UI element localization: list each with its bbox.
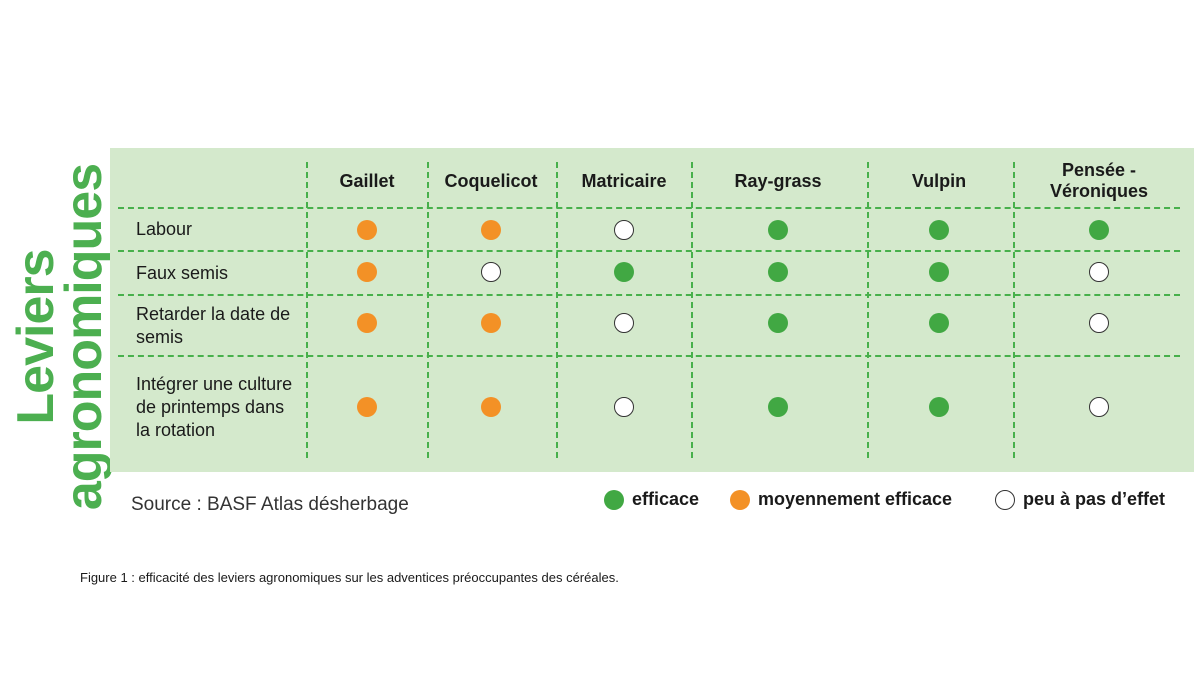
column-header: Pensée - Véroniques	[1049, 160, 1149, 201]
rating-dot-efficace	[929, 220, 949, 240]
side-title: Leviers agronomiques	[7, 148, 113, 526]
row-label: Intégrer une culture de printemps dans l…	[136, 373, 293, 440]
row-label: Labour	[136, 219, 193, 239]
rating-dot-peu	[481, 262, 501, 282]
rating-dot-efficace	[768, 313, 788, 333]
rating-dot-peu	[1089, 313, 1109, 333]
rating-dot-peu	[1089, 397, 1109, 417]
row-label: Faux semis	[136, 262, 229, 283]
legend-item-peu: peu à pas d’effet	[995, 489, 1165, 510]
column-header: Ray-grass	[734, 170, 822, 191]
rating-dot-moyen	[357, 313, 377, 333]
rating-dot-efficace	[768, 397, 788, 417]
rating-dot-efficace	[768, 262, 788, 282]
column-separator	[556, 162, 558, 458]
row-separator	[118, 250, 1180, 252]
source-note: Source : BASF Atlas désherbage	[131, 494, 409, 515]
row-separator	[118, 355, 1180, 357]
rating-dot-efficace	[929, 313, 949, 333]
row-label: Retarder la date de semis	[136, 303, 291, 347]
rating-dot-efficace	[929, 262, 949, 282]
column-header: Coquelicot	[444, 170, 538, 191]
rating-dot-efficace	[768, 220, 788, 240]
rating-dot-efficace	[614, 262, 634, 282]
column-separator	[1013, 162, 1015, 458]
row-separator	[118, 294, 1180, 296]
legend-label-moyen: moyennement efficace	[758, 489, 953, 509]
side-title-line-2: agronomiques	[55, 163, 113, 511]
legend-label-peu: peu à pas d’effet	[1023, 489, 1166, 509]
row-separator	[118, 207, 1180, 209]
column-separator	[867, 162, 869, 458]
column-separator	[427, 162, 429, 458]
rating-dot-efficace	[1089, 220, 1109, 240]
rating-dot-peu	[614, 313, 634, 333]
rating-dot-peu	[1089, 262, 1109, 282]
rating-dot-peu	[614, 220, 634, 240]
figure-caption: Figure 1 : efficacité des leviers agrono…	[80, 570, 619, 585]
legend-dot-moyen	[730, 489, 750, 510]
column-separator	[306, 162, 308, 458]
side-title-line-1: Leviers	[7, 249, 65, 425]
legend-dot-efficace	[604, 489, 624, 510]
rating-dot-moyen	[481, 313, 501, 333]
legend-item-efficace: efficace	[604, 489, 699, 510]
rating-dot-peu	[614, 397, 634, 417]
rating-dot-efficace	[929, 397, 949, 417]
legend-item-moyen: moyennement efficace	[730, 489, 952, 510]
column-header: Matricaire	[581, 170, 667, 191]
legend-dot-peu	[995, 489, 1015, 510]
legend-label-efficace: efficace	[632, 489, 700, 509]
column-header: Vulpin	[911, 170, 967, 191]
column-header: Gaillet	[339, 170, 395, 191]
rating-dot-moyen	[357, 262, 377, 282]
rating-dot-moyen	[481, 397, 501, 417]
column-separator	[691, 162, 693, 458]
rating-dot-moyen	[357, 220, 377, 240]
rating-dot-moyen	[481, 220, 501, 240]
rating-dot-moyen	[357, 397, 377, 417]
